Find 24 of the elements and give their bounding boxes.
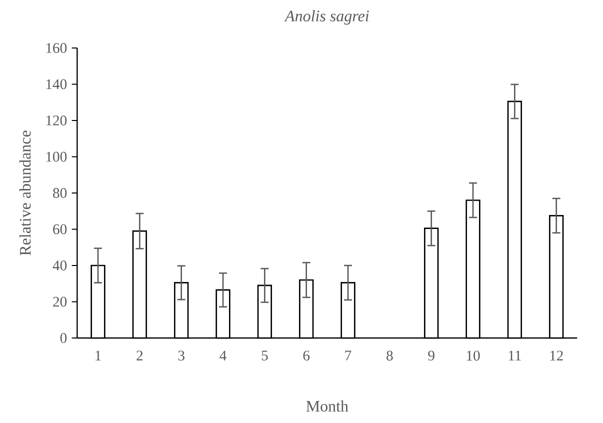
x-tick-label: 10 <box>466 350 480 361</box>
x-tick-label: 8 <box>386 350 393 361</box>
x-tick-label: 11 <box>508 350 521 360</box>
x-tick-label: 1 <box>96 350 101 360</box>
x-tick-label: 3 <box>178 350 184 361</box>
y-axis-title: Relative abundance <box>19 130 31 256</box>
x-tick-label: 6 <box>303 350 310 361</box>
x-tick-label: 12 <box>550 350 563 360</box>
y-tick-label: 0 <box>60 333 67 343</box>
y-tick-label: 160 <box>46 43 67 53</box>
x-tick-label: 4 <box>220 350 226 360</box>
x-tick-label: 7 <box>345 350 352 360</box>
y-tick-label: 20 <box>53 296 67 307</box>
y-tick-label: 40 <box>52 260 67 270</box>
x-tick-label: 9 <box>428 350 434 361</box>
chart-title: Anolis sagrei <box>284 10 369 25</box>
y-tick-label: 60 <box>53 224 67 234</box>
y-tick-label: 100 <box>46 152 67 162</box>
y-tick-label: 80 <box>53 188 67 198</box>
x-tick-label: 2 <box>136 350 143 360</box>
y-tick-label: 140 <box>46 79 67 90</box>
x-axis-title: Month <box>306 400 348 412</box>
x-tick-label: 5 <box>262 350 268 360</box>
y-tick-label: 120 <box>46 116 67 126</box>
